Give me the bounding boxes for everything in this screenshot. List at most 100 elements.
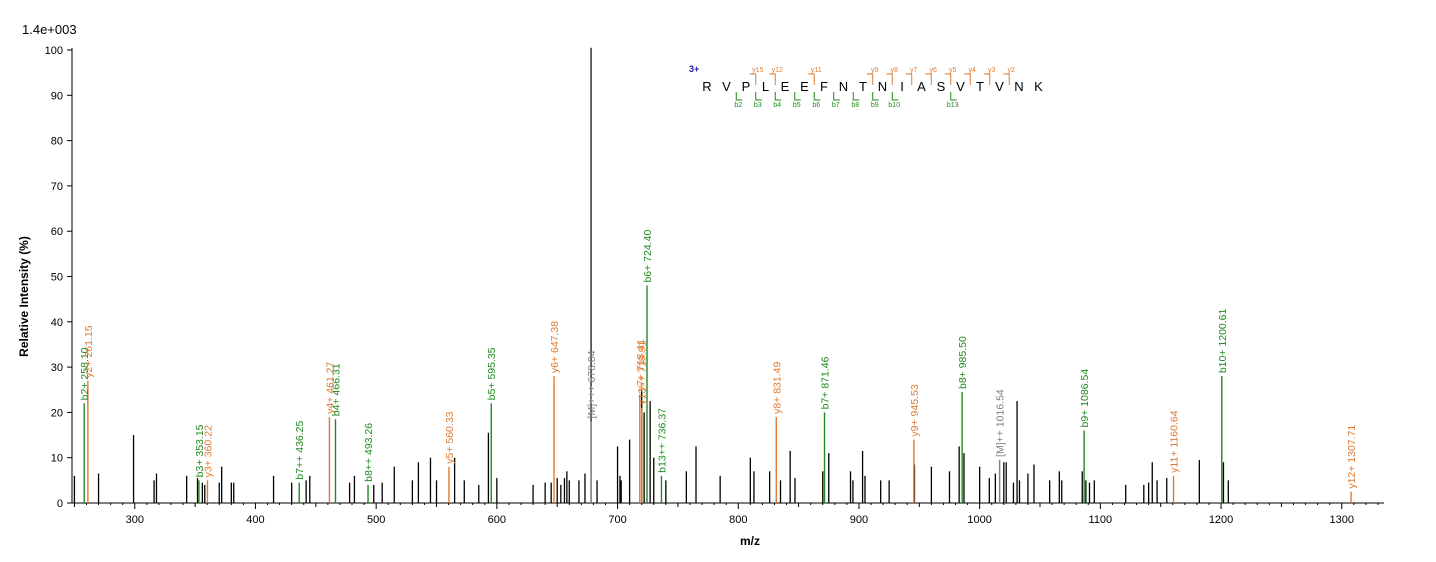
peak-label: y8+ 831.49	[771, 362, 783, 414]
sequence-residue: T	[976, 79, 984, 94]
y-ion-bracket	[983, 73, 991, 85]
peak-label: b9+ 1086.54	[1079, 369, 1091, 428]
b-ion-bracket	[794, 92, 801, 101]
b-ion-label: b9	[871, 102, 879, 109]
y-ion-label: y8	[891, 67, 899, 74]
scale-factor-label: 1.4e+003	[22, 22, 77, 37]
peak-label: b4+ 466.31	[330, 363, 342, 416]
b-ion-label: b5	[793, 102, 801, 109]
y-tick-label: 80	[51, 136, 63, 148]
y-axis-label: Relative Intensity (%)	[17, 236, 31, 357]
x-tick-label: 1000	[967, 514, 991, 526]
y-ion-label: y2	[1008, 67, 1016, 74]
y-ion-bracket	[964, 73, 971, 85]
y-ion-label: y5	[949, 67, 957, 74]
y-tick-label: 100	[45, 45, 63, 57]
sequence-residue: I	[900, 79, 904, 94]
b-ion-label: b3	[754, 102, 762, 109]
y-ion-label: y7	[910, 67, 918, 74]
y-ion-label: y4	[969, 67, 977, 74]
y-ion-bracket	[1003, 73, 1010, 85]
x-tick-label: 1300	[1330, 514, 1354, 526]
sequence-residue: V	[995, 79, 1004, 94]
x-tick-label: 1100	[1089, 514, 1113, 526]
x-tick-label: 400	[246, 514, 264, 526]
x-tick-label: 700	[608, 514, 626, 526]
peaks	[73, 47, 1352, 503]
y-tick-label: 50	[51, 272, 63, 284]
b-ion-label: b4	[773, 102, 781, 109]
y-ion-label: y9	[871, 67, 879, 74]
peak-label: b6+ 724.40	[642, 230, 654, 283]
peak-label: y3+ 360.22	[202, 425, 214, 477]
x-tick-label: 600	[488, 514, 506, 526]
peak-label: b3+ 353.15	[194, 424, 206, 477]
sequence-residue: E	[800, 79, 809, 94]
peak-label: y7+ 718.41	[635, 339, 647, 391]
axes: 0 10 20 30 40 50 60 70 80 90 100 300 400 500 600 700 800…	[17, 45, 1384, 548]
b-ion-bracket	[833, 92, 840, 101]
sequence-residue: S	[937, 79, 946, 94]
b-ion-bracket	[950, 92, 957, 101]
y-ion-bracket	[749, 73, 757, 85]
b-ion-label: b7	[832, 102, 840, 109]
peak-label: [M]+++ 678.04	[586, 350, 598, 418]
peak-label: y5+ 560.33	[444, 411, 456, 463]
y-ion-label: y12	[772, 67, 783, 74]
peak-label: b8+ 985.50	[957, 336, 969, 389]
y-ion-bracket	[886, 73, 893, 85]
b-ion-label: b13	[947, 102, 959, 109]
y-ion-bracket	[769, 73, 776, 85]
x-tick-label: 300	[126, 514, 144, 526]
x-axis-label: m/z	[740, 534, 760, 548]
y-tick-label: 10	[51, 453, 63, 465]
peak-label: b10+ 1200.61	[1217, 308, 1229, 373]
y-tick-label: 70	[51, 181, 63, 193]
peak-label: y11+ 1160.64	[1169, 410, 1181, 473]
peak-label: b13++ 736.37	[656, 408, 668, 473]
sequence-residue: T	[859, 79, 867, 94]
y-ion-label: y6	[930, 67, 938, 74]
x-tick-label: 800	[729, 514, 747, 526]
sequence-residue: V	[722, 79, 731, 94]
sequence-residue: A	[917, 79, 926, 94]
y-tick-label: 90	[51, 90, 63, 102]
sequence-residue: N	[839, 79, 848, 94]
sequence-residue: N	[1014, 79, 1023, 94]
sequence-residue: P	[742, 79, 751, 94]
b-ion-label: b8	[851, 102, 859, 109]
sequence-residue: K	[1034, 79, 1043, 94]
peak-label: b5+ 595.35	[486, 347, 498, 400]
sequence-residue: L	[762, 79, 769, 94]
y-tick-label: 20	[51, 407, 63, 419]
b-ion-bracket	[872, 92, 879, 101]
b-ion-bracket	[755, 92, 762, 101]
y-tick-label: 60	[51, 226, 63, 238]
peak-label: b2+ 258.10	[79, 347, 91, 400]
peak-label: b7+ 871.46	[820, 356, 832, 409]
y-tick-label: 0	[57, 498, 63, 510]
peak-label: y4+ 461.27	[324, 362, 336, 414]
b-ion-bracket	[735, 92, 743, 101]
y-ion-label: y11	[811, 67, 822, 74]
b-ion-bracket	[813, 92, 821, 101]
y-ion-bracket	[808, 73, 815, 85]
y-ion-bracket	[925, 73, 932, 85]
y-ion-label: y15	[752, 67, 763, 74]
precursor-charge: 3+	[689, 64, 700, 74]
y-ion-bracket	[944, 73, 952, 85]
peak-label: y2+ 261.15	[83, 325, 95, 377]
y-ion-bracket	[866, 73, 874, 85]
b-ion-label: b10	[888, 102, 900, 109]
y-ion-label: y3	[988, 67, 996, 74]
b-ion-label: b2	[734, 102, 742, 109]
peak-label: y6+ 647.38	[549, 321, 561, 373]
b-ion-bracket	[852, 92, 860, 101]
y-tick-label: 30	[51, 362, 63, 374]
x-tick-label: 1200	[1209, 514, 1233, 526]
x-tick-label: 500	[367, 514, 385, 526]
peak-label: b8++ 493.26	[363, 423, 375, 482]
sequence-residue: F	[820, 79, 828, 94]
sequence-residue: V	[956, 79, 965, 94]
